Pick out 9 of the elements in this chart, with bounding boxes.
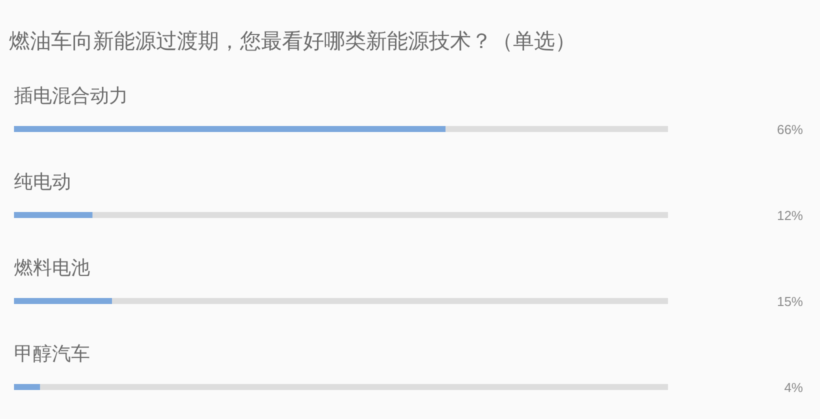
value-label: 12% xyxy=(776,208,803,223)
category-label: 纯电动 xyxy=(14,172,71,193)
value-label: 66% xyxy=(776,122,803,137)
value-label: 15% xyxy=(776,294,803,309)
title: 燃油车向新能源过渡期，您最看好哪类新能源技术？（单选） xyxy=(9,30,576,53)
value-label: 4% xyxy=(784,380,803,395)
category-label: 插电混合动力 xyxy=(14,86,128,107)
category-label: 甲醇汽车 xyxy=(14,344,90,365)
category-label: 燃料电池 xyxy=(14,258,90,279)
